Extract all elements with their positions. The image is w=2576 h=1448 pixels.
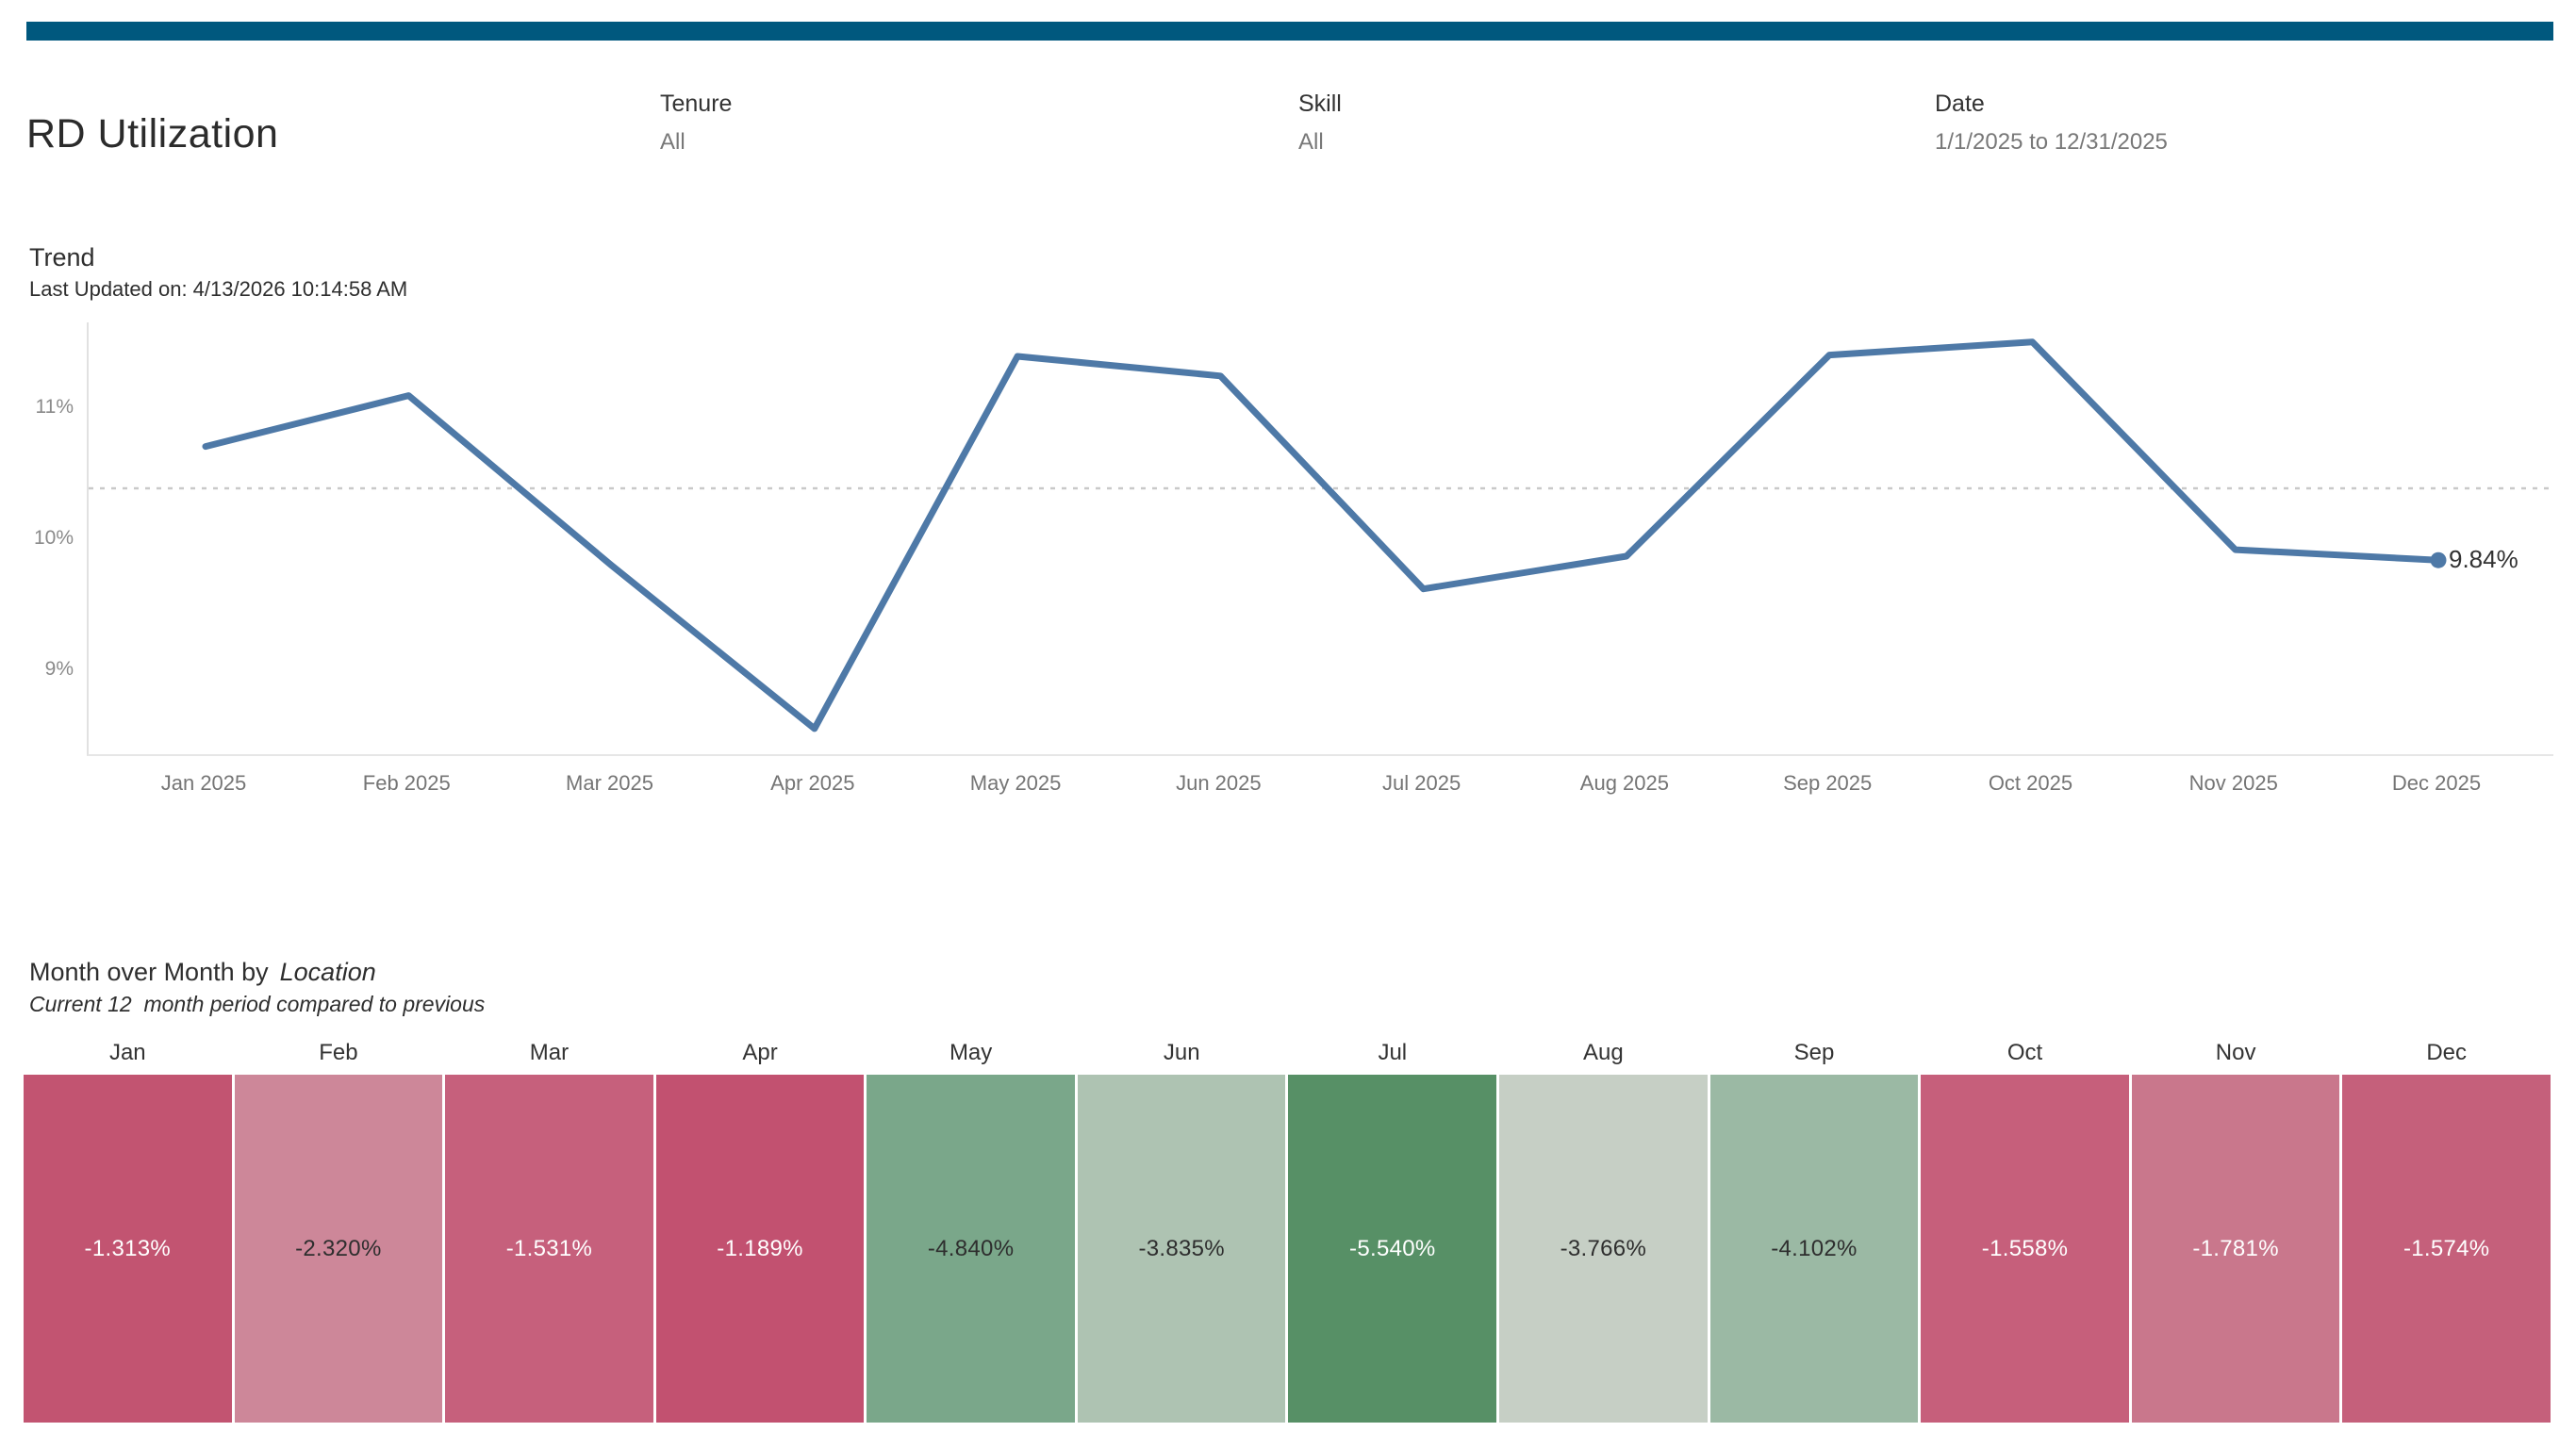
y-axis-tick-label: 10% (33, 527, 74, 549)
mom-tile-jun[interactable]: -3.835% (1077, 1075, 1286, 1423)
x-axis-tick-label: Sep 2025 (1783, 771, 1873, 795)
mom-month-label-nov: Nov (2215, 1040, 2256, 1065)
mom-tile-value: -2.320% (295, 1235, 382, 1261)
filter-tenure-label: Tenure (660, 90, 733, 117)
mom-tile-value: -4.102% (1771, 1235, 1858, 1261)
x-axis-tick-label: Jul 2025 (1382, 771, 1461, 795)
page-title: RD Utilization (26, 111, 279, 156)
mom-section-title: Month over Month by Location (29, 958, 376, 987)
filter-date-value[interactable]: 1/1/2025 to 12/31/2025 (1935, 129, 2168, 155)
filter-date[interactable]: Date 1/1/2025 to 12/31/2025 (1935, 90, 2168, 156)
x-axis-tick-label: May 2025 (969, 771, 1062, 795)
filter-tenure[interactable]: Tenure All (660, 90, 732, 156)
filter-skill-value[interactable]: All (1298, 129, 1324, 155)
trend-line-svg[interactable] (89, 322, 2555, 756)
trend-section-title: Trend (29, 243, 95, 272)
mom-month-label-feb: Feb (319, 1040, 358, 1065)
mom-tile-mar[interactable]: -1.531% (445, 1075, 653, 1423)
mom-month-label-oct: Oct (2006, 1040, 2043, 1065)
mom-month-label-aug: Aug (1583, 1040, 1624, 1065)
mom-tile-jan[interactable]: -1.313% (24, 1075, 232, 1423)
mom-tile-value: -5.540% (1349, 1235, 1436, 1261)
mom-month-labels: Jan Feb Mar Apr May Jun Jul Aug Sep Oct Nov Dec (24, 1039, 2551, 1067)
mom-tile-nov[interactable]: -1.781% (2131, 1075, 2340, 1423)
mom-month-label-jun: Jun (1163, 1040, 1200, 1065)
mom-tile-feb[interactable]: -2.320% (234, 1075, 443, 1423)
mom-month-label-mar: Mar (529, 1040, 570, 1065)
x-axis-tick-label: Jan 2025 (160, 771, 247, 795)
mom-tile-aug[interactable]: -3.766% (1499, 1075, 1708, 1423)
trend-line[interactable] (202, 338, 2442, 732)
x-axis-tick-label: Nov 2025 (2188, 771, 2278, 795)
mom-month-label-jul: Jul (1378, 1040, 1408, 1065)
mom-tile-may[interactable]: -4.840% (867, 1075, 1075, 1423)
mom-tile-value: -4.840% (927, 1235, 1015, 1261)
mom-tiles: -1.313% -2.320% -1.531% -1.189% -4.840% -3.83… (24, 1075, 2551, 1423)
trend-end-label: 9.84% (2449, 545, 2518, 574)
top-accent-bar (26, 22, 2553, 41)
mom-month-label-jan: Jan (108, 1040, 146, 1065)
mom-tile-dec[interactable]: -1.574% (2342, 1075, 2551, 1423)
filter-tenure-value[interactable]: All (660, 129, 685, 155)
y-axis-tick-label: 9% (44, 657, 74, 680)
mom-tile-value: -1.313% (84, 1235, 172, 1261)
mom-month-label-dec: Dec (2426, 1040, 2468, 1065)
last-point-marker[interactable] (2430, 551, 2447, 568)
mom-tile-jul[interactable]: -5.540% (1288, 1075, 1497, 1423)
mom-month-label-may: May (949, 1040, 993, 1065)
x-axis-tick-label: Aug 2025 (1579, 771, 1669, 795)
mom-tile-sep[interactable]: -4.102% (1709, 1075, 1919, 1423)
trend-last-updated: Last Updated on: 4/13/2026 10:14:58 AM (29, 277, 408, 301)
mom-month-label-apr: Apr (742, 1040, 778, 1065)
mom-tile-oct[interactable]: -1.558% (1921, 1075, 2129, 1423)
filter-date-label: Date (1935, 90, 1985, 117)
mom-tile-value: -3.835% (1138, 1235, 1225, 1261)
trend-plot-area[interactable] (87, 322, 2555, 756)
x-axis-tick-label: Jun 2025 (1176, 771, 1262, 795)
mom-title-dimension: Location (279, 958, 376, 986)
mom-title-prefix: Month over Month by (29, 958, 269, 986)
mom-tile-value: -1.574% (2403, 1235, 2490, 1261)
x-axis-tick-label: Mar 2025 (566, 771, 653, 795)
x-axis-tick-label: Oct 2025 (1988, 771, 2073, 795)
mom-tile-value: -3.766% (1560, 1235, 1647, 1261)
mom-tile-value: -1.558% (1981, 1235, 2069, 1261)
filter-skill-label: Skill (1298, 90, 1342, 117)
y-axis-tick-label: 11% (35, 396, 74, 419)
filter-skill[interactable]: Skill All (1298, 90, 1342, 156)
mom-month-label-sep: Sep (1793, 1040, 1835, 1065)
x-axis-tick-label: Apr 2025 (770, 771, 855, 795)
x-axis-tick-label: Dec 2025 (2391, 771, 2482, 795)
mom-tile-value: -1.781% (2192, 1235, 2279, 1261)
mom-tile-apr[interactable]: -1.189% (655, 1075, 865, 1423)
x-axis-tick-label: Feb 2025 (362, 771, 451, 795)
mom-tile-value: -1.531% (505, 1235, 593, 1261)
mom-section-subtitle: Current 12 month period compared to prev… (29, 992, 486, 1016)
mom-tile-value: -1.189% (717, 1235, 803, 1261)
